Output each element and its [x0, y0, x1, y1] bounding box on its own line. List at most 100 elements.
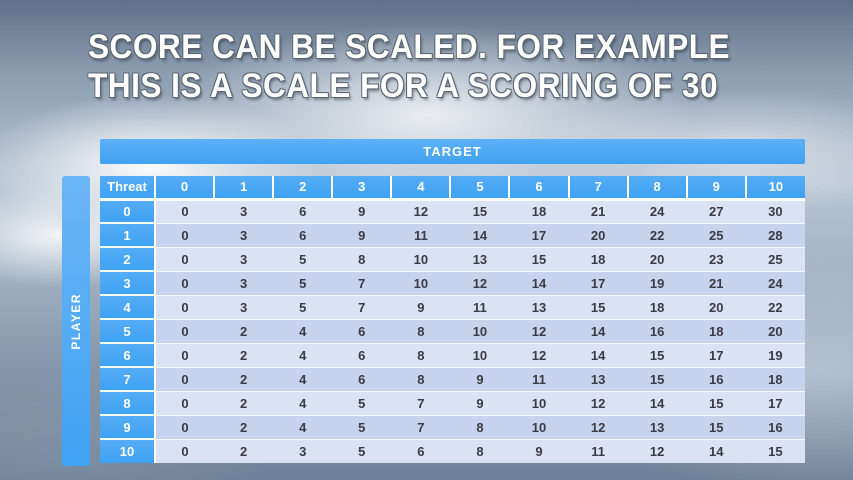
score-cell: 0 [155, 270, 215, 295]
score-cell: 11 [450, 294, 510, 319]
row-header-cell: 4 [100, 294, 156, 319]
score-cell: 24 [745, 270, 805, 295]
score-cell: 27 [686, 198, 746, 223]
score-cell: 14 [509, 270, 569, 295]
score-cell: 20 [686, 294, 746, 319]
score-cell: 5 [332, 390, 392, 415]
score-cell: 13 [509, 294, 569, 319]
score-cell: 0 [155, 342, 215, 367]
score-cell: 15 [509, 246, 569, 271]
scoring-table-head: Threat 0 1 2 3 4 5 6 7 8 9 10 [100, 176, 805, 201]
table-row: 6 0 2 4 6 8 10 12 14 15 17 19 [100, 342, 805, 367]
score-cell: 8 [391, 366, 451, 391]
col-header-cell: 0 [153, 176, 215, 201]
row-header-cell: 6 [100, 342, 156, 367]
score-cell: 0 [155, 438, 215, 463]
row-header-cell: 2 [100, 246, 156, 271]
score-cell: 25 [745, 246, 805, 271]
score-cell: 15 [686, 414, 746, 439]
score-cell: 19 [745, 342, 805, 367]
score-cell: 21 [568, 198, 628, 223]
score-cell: 12 [568, 390, 628, 415]
score-cell: 15 [627, 366, 687, 391]
score-cell: 6 [391, 438, 451, 463]
score-cell: 14 [450, 222, 510, 247]
score-cell: 15 [627, 342, 687, 367]
score-cell: 9 [332, 198, 392, 223]
score-cell: 9 [332, 222, 392, 247]
score-cell: 8 [450, 438, 510, 463]
score-cell: 10 [391, 246, 451, 271]
col-header-cell: 3 [331, 176, 392, 201]
col-header-cell: 6 [508, 176, 569, 201]
score-cell: 2 [214, 438, 274, 463]
score-cell: 14 [568, 342, 628, 367]
col-header-cell: 9 [685, 176, 746, 201]
score-cell: 13 [627, 414, 687, 439]
title-line-1: SCORE CAN BE SCALED. FOR EXAMPLE [88, 28, 731, 66]
player-axis-bar: PLAYER [62, 176, 90, 466]
row-header-cell: 0 [100, 199, 156, 223]
score-cell: 6 [273, 198, 333, 223]
col-header-cell: 5 [449, 176, 510, 201]
score-cell: 25 [686, 222, 746, 247]
score-cell: 14 [627, 390, 687, 415]
title-line-2: THIS IS A SCALE FOR A SCORING OF 30 [88, 67, 719, 105]
score-cell: 10 [509, 414, 569, 439]
score-cell: 17 [568, 270, 628, 295]
page-title: SCORE CAN BE SCALED. FOR EXAMPLE THIS IS… [88, 28, 730, 106]
score-cell: 0 [155, 222, 215, 247]
col-header-cell: 10 [744, 176, 805, 201]
score-cell: 15 [745, 438, 805, 463]
col-header-cell: 7 [567, 176, 628, 201]
score-cell: 3 [214, 270, 274, 295]
score-cell: 6 [332, 318, 392, 343]
score-cell: 0 [155, 366, 215, 391]
score-cell: 5 [273, 270, 333, 295]
col-header-cell: 4 [390, 176, 451, 201]
score-cell: 30 [745, 198, 805, 223]
score-cell: 8 [391, 318, 451, 343]
score-cell: 10 [391, 270, 451, 295]
score-cell: 11 [391, 222, 451, 247]
row-header-cell: 3 [100, 270, 156, 295]
score-cell: 7 [332, 294, 392, 319]
score-cell: 11 [568, 438, 628, 463]
score-cell: 22 [745, 294, 805, 319]
row-header-cell: 7 [100, 366, 156, 391]
score-cell: 11 [509, 366, 569, 391]
score-cell: 6 [332, 366, 392, 391]
score-cell: 20 [568, 222, 628, 247]
score-cell: 0 [155, 198, 215, 223]
score-cell: 18 [509, 198, 569, 223]
score-cell: 10 [450, 342, 510, 367]
score-cell: 16 [686, 366, 746, 391]
score-cell: 4 [273, 318, 333, 343]
score-cell: 6 [273, 222, 333, 247]
score-cell: 10 [509, 390, 569, 415]
score-cell: 13 [450, 246, 510, 271]
score-cell: 20 [627, 246, 687, 271]
score-cell: 9 [509, 438, 569, 463]
table-row: 4 0 3 5 7 9 11 13 15 18 20 22 [100, 294, 805, 319]
score-cell: 15 [568, 294, 628, 319]
table-row: 7 0 2 4 6 8 9 11 13 15 16 18 [100, 366, 805, 391]
score-cell: 10 [450, 318, 510, 343]
threat-corner-cell: Threat [100, 176, 155, 201]
score-cell: 18 [568, 246, 628, 271]
score-cell: 16 [627, 318, 687, 343]
score-cell: 14 [568, 318, 628, 343]
score-cell: 15 [686, 390, 746, 415]
table-row: 5 0 2 4 6 8 10 12 14 16 18 20 [100, 318, 805, 343]
row-header-cell: 10 [100, 438, 156, 463]
score-cell: 0 [155, 318, 215, 343]
score-cell: 4 [273, 366, 333, 391]
score-cell: 24 [627, 198, 687, 223]
score-cell: 6 [332, 342, 392, 367]
scoring-table: Threat 0 1 2 3 4 5 6 7 8 9 10 0 0 3 6 9 12 15 18 21 24 27 30 1 0… [100, 176, 805, 463]
table-row: 1 0 3 6 9 11 14 17 20 22 25 28 [100, 222, 805, 247]
table-row: 2 0 3 5 8 10 13 15 18 20 23 25 [100, 246, 805, 271]
score-cell: 8 [391, 342, 451, 367]
row-header-cell: 8 [100, 390, 156, 415]
score-cell: 2 [214, 366, 274, 391]
